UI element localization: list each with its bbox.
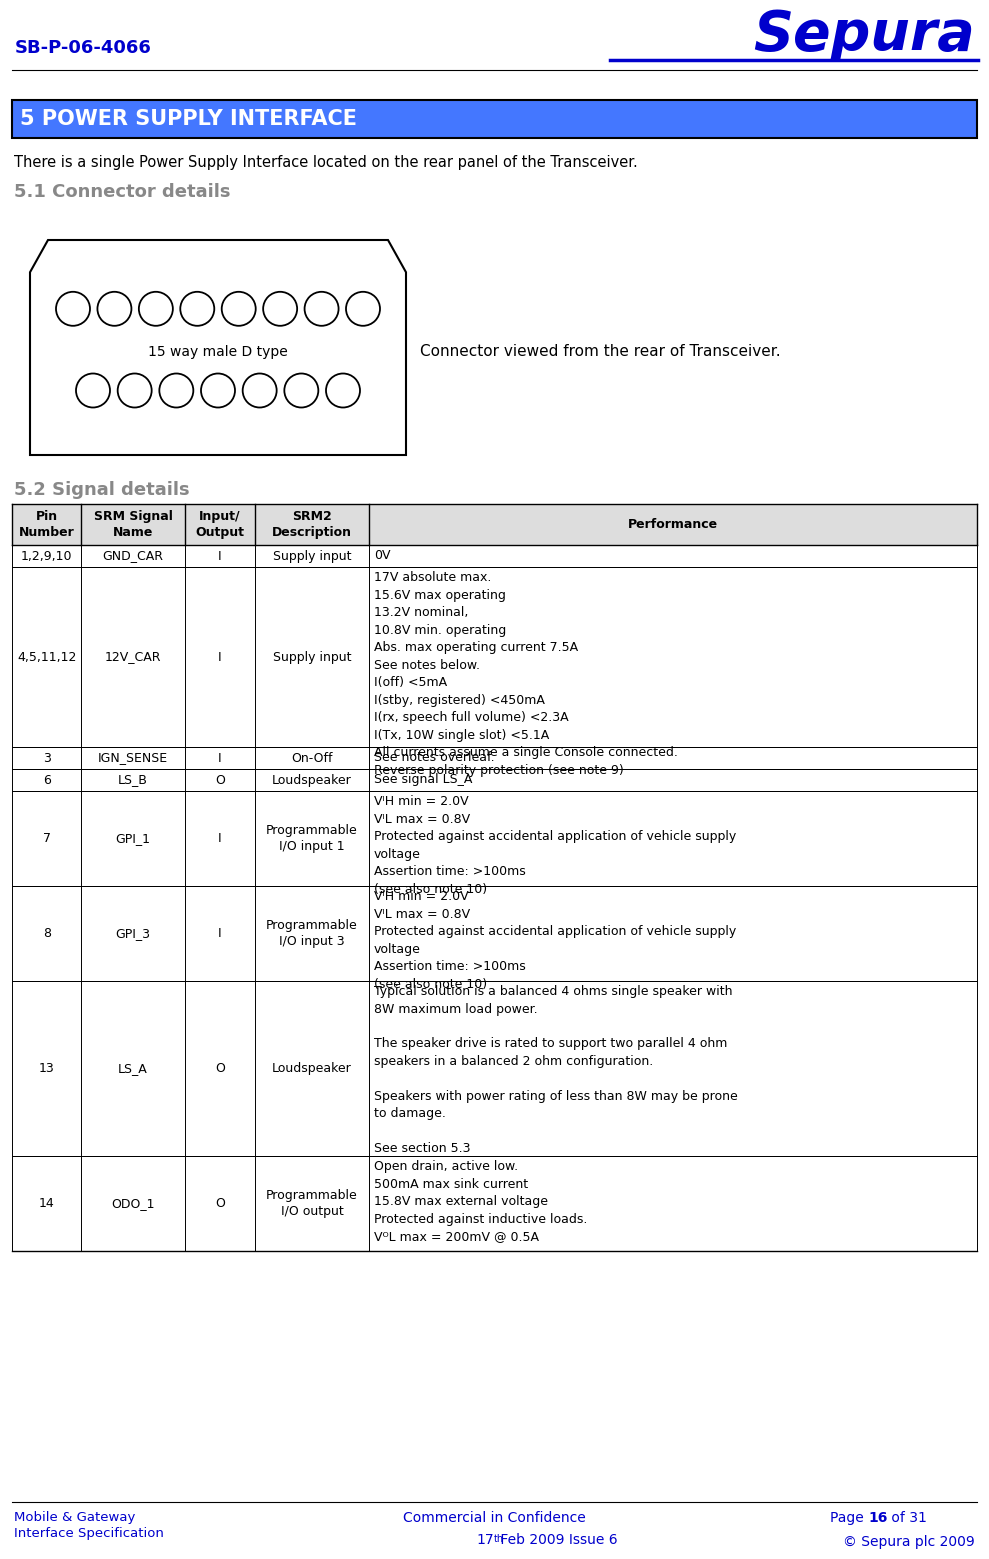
Circle shape	[138, 292, 173, 326]
Text: O: O	[215, 773, 225, 786]
Text: Page: Page	[830, 1511, 868, 1525]
Circle shape	[180, 292, 215, 326]
Text: Input/
Output: Input/ Output	[196, 510, 244, 539]
Text: 6: 6	[43, 773, 50, 786]
Circle shape	[346, 292, 380, 326]
Text: Pin
Number: Pin Number	[19, 510, 74, 539]
Text: Performance: Performance	[628, 518, 718, 532]
Text: GPI_1: GPI_1	[116, 833, 150, 845]
Text: 5.2 Signal details: 5.2 Signal details	[14, 482, 190, 499]
Text: 8: 8	[43, 928, 50, 940]
Text: Open drain, active low.
500mA max sink current
15.8V max external voltage
Protec: Open drain, active low. 500mA max sink c…	[374, 1160, 587, 1243]
Circle shape	[326, 374, 360, 407]
Circle shape	[242, 374, 277, 407]
Bar	[12, 504, 977, 546]
Text: On-Off: On-Off	[292, 751, 333, 764]
Text: VᴵH min = 2.0V
VᴵL max = 0.8V
Protected against accidental application of vehicl: VᴵH min = 2.0V VᴵL max = 0.8V Protected …	[374, 890, 736, 990]
Text: 12V_CAR: 12V_CAR	[105, 650, 161, 664]
Text: VᴵH min = 2.0V
VᴵL max = 0.8V
Protected against accidental application of vehicl: VᴵH min = 2.0V VᴵL max = 0.8V Protected …	[374, 795, 736, 895]
Text: See notes overleaf.: See notes overleaf.	[374, 751, 494, 764]
Text: Mobile & Gateway: Mobile & Gateway	[14, 1512, 135, 1525]
Text: IGN_SENSE: IGN_SENSE	[98, 751, 168, 764]
Text: 4,5,11,12: 4,5,11,12	[17, 650, 76, 664]
Polygon shape	[30, 240, 406, 455]
Text: Supply input: Supply input	[273, 549, 351, 563]
Text: SRM2
Description: SRM2 Description	[272, 510, 352, 539]
Text: 14: 14	[39, 1197, 54, 1210]
Text: 0V: 0V	[374, 549, 391, 561]
Text: O: O	[215, 1062, 225, 1076]
Text: 7: 7	[43, 833, 50, 845]
Circle shape	[118, 374, 151, 407]
Circle shape	[201, 374, 235, 407]
Text: th: th	[494, 1534, 504, 1543]
Circle shape	[222, 292, 256, 326]
Text: Loudspeaker: Loudspeaker	[272, 1062, 352, 1076]
Text: Connector viewed from the rear of Transceiver.: Connector viewed from the rear of Transc…	[420, 345, 780, 359]
Text: Programmable
I/O output: Programmable I/O output	[266, 1190, 358, 1218]
Text: SB-P-06-4066: SB-P-06-4066	[15, 39, 152, 58]
Text: Programmable
I/O input 3: Programmable I/O input 3	[266, 918, 358, 948]
Text: I: I	[219, 650, 222, 664]
Circle shape	[56, 292, 90, 326]
Bar	[12, 100, 977, 139]
Text: Programmable
I/O input 1: Programmable I/O input 1	[266, 825, 358, 853]
Text: O: O	[215, 1197, 225, 1210]
Text: See signal LS_A: See signal LS_A	[374, 773, 473, 786]
Text: GPI_3: GPI_3	[116, 928, 150, 940]
Text: Supply input: Supply input	[273, 650, 351, 664]
Circle shape	[98, 292, 132, 326]
Text: I: I	[219, 833, 222, 845]
Text: There is a single Power Supply Interface located on the rear panel of the Transc: There is a single Power Supply Interface…	[14, 154, 638, 170]
Text: 16: 16	[868, 1511, 887, 1525]
Circle shape	[263, 292, 297, 326]
Text: LS_B: LS_B	[118, 773, 148, 786]
Text: 17: 17	[477, 1532, 494, 1547]
Text: SRM Signal
Name: SRM Signal Name	[94, 510, 172, 539]
Text: Interface Specification: Interface Specification	[14, 1526, 164, 1539]
Text: Commercial in Confidence: Commercial in Confidence	[403, 1511, 585, 1525]
Circle shape	[284, 374, 318, 407]
Text: ODO_1: ODO_1	[112, 1197, 155, 1210]
Text: I: I	[219, 549, 222, 563]
Text: 5.1 Connector details: 5.1 Connector details	[14, 182, 230, 201]
Text: I: I	[219, 751, 222, 764]
Text: 13: 13	[39, 1062, 54, 1076]
Text: LS_A: LS_A	[119, 1062, 148, 1076]
Text: I: I	[219, 928, 222, 940]
Circle shape	[305, 292, 338, 326]
Circle shape	[76, 374, 110, 407]
Text: Feb 2009 Issue 6: Feb 2009 Issue 6	[496, 1532, 617, 1547]
Text: Sepura: Sepura	[754, 8, 975, 62]
Text: Loudspeaker: Loudspeaker	[272, 773, 352, 786]
Text: © Sepura plc 2009: © Sepura plc 2009	[844, 1536, 975, 1550]
Text: of 31: of 31	[887, 1511, 927, 1525]
Text: 5 POWER SUPPLY INTERFACE: 5 POWER SUPPLY INTERFACE	[20, 109, 357, 129]
Text: Typical solution is a balanced 4 ohms single speaker with
8W maximum load power.: Typical solution is a balanced 4 ohms si…	[374, 985, 738, 1155]
Text: GND_CAR: GND_CAR	[103, 549, 163, 563]
Text: 15 way male D type: 15 way male D type	[148, 345, 288, 359]
Text: 17V absolute max.
15.6V max operating
13.2V nominal,
10.8V min. operating
Abs. m: 17V absolute max. 15.6V max operating 13…	[374, 571, 677, 776]
Text: 1,2,9,10: 1,2,9,10	[21, 549, 72, 563]
Text: 3: 3	[43, 751, 50, 764]
Circle shape	[159, 374, 193, 407]
